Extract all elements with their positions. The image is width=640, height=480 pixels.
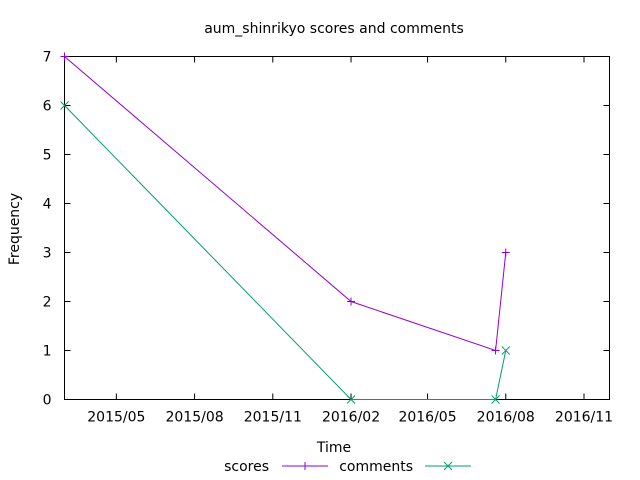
- x-tick-label: 2016/05: [398, 410, 456, 426]
- legend: scores comments: [224, 459, 471, 475]
- data-point-scores: [347, 297, 356, 306]
- y-axis-label: Frequency: [7, 193, 23, 265]
- data-point-comments: [491, 395, 500, 404]
- legend-marker-scores: [301, 462, 309, 470]
- y-tick-label: 1: [43, 344, 52, 360]
- y-tick-label: 2: [43, 295, 52, 311]
- plot-frame: [64, 56, 610, 400]
- series-line-scores: [64, 56, 507, 352]
- series-scores: [60, 52, 510, 355]
- data-point-scores: [501, 248, 510, 257]
- legend-marker-comments: [443, 461, 453, 471]
- x-tick-label: 2015/05: [87, 410, 145, 426]
- x-axis-label: Time: [316, 440, 351, 456]
- y-tick-label: 3: [43, 246, 52, 262]
- y-tick-label: 6: [43, 99, 52, 115]
- series-comments: [60, 101, 511, 404]
- data-point-scores: [60, 52, 69, 61]
- y-tick-label: 7: [43, 50, 52, 66]
- x-tick-label: 2015/08: [165, 410, 223, 426]
- series-layer: [60, 52, 511, 404]
- data-point-comments: [501, 346, 511, 355]
- series-line-comments: [64, 105, 507, 400]
- data-point-comments: [346, 395, 356, 404]
- legend-label-scores: scores: [224, 459, 269, 475]
- legend-label-comments: comments: [339, 459, 413, 475]
- y-tick-label: 4: [43, 197, 52, 213]
- x-tick-label: 2016/02: [322, 410, 380, 426]
- y-tick-label: 5: [43, 148, 52, 164]
- data-point-scores: [491, 346, 500, 355]
- data-point-comments: [60, 101, 69, 110]
- chart-title: aum_shinrikyo scores and comments: [204, 21, 464, 37]
- x-tick-label: 2016/08: [477, 410, 535, 426]
- y-tick-label: 0: [43, 393, 52, 409]
- x-tick-label: 2015/11: [244, 410, 302, 426]
- y-axis: 0 1 2 3 4 5 6 7: [43, 50, 610, 409]
- x-axis: 2015/05 2015/08 2015/11 2016/02 2016/05 2016/…: [87, 56, 613, 426]
- x-tick-label: 2016/11: [555, 410, 613, 426]
